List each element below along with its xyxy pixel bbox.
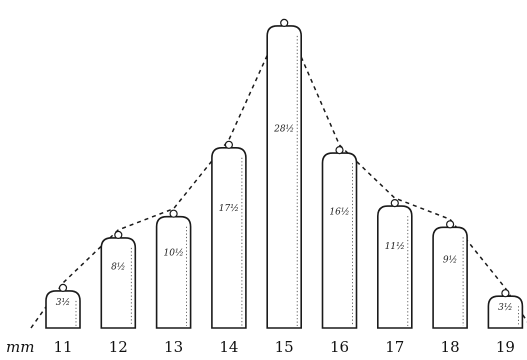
labels-layer: 3½ 8½ 10½ 17½ 28½ 16½ 11½ 9½ 3½: [56, 124, 513, 314]
x-tick-label: 18: [441, 338, 460, 356]
data-label: 28½: [273, 124, 294, 135]
bar: [432, 220, 468, 329]
data-label: 8½: [111, 261, 125, 272]
bar-cap: [114, 230, 123, 239]
bar-cap: [224, 140, 233, 149]
data-label: 3½: [498, 302, 512, 313]
bar: [266, 18, 302, 329]
bar-body: [321, 152, 358, 329]
bar-body: [266, 25, 302, 329]
bar-body: [100, 237, 137, 329]
x-tick-label: 12: [109, 338, 128, 356]
data-label: 11½: [385, 241, 405, 252]
bar: [45, 283, 81, 329]
bar: [377, 199, 413, 329]
bar-cap: [390, 199, 399, 208]
bar-cap: [280, 18, 289, 27]
bar-cap: [169, 209, 178, 218]
x-tick-label: 11: [53, 338, 72, 356]
bar: [487, 289, 524, 329]
bars-layer: [45, 18, 524, 329]
bar-body: [155, 215, 192, 329]
bar-body: [487, 295, 524, 329]
envelope-curve: [30, 16, 527, 329]
bar-cap: [501, 289, 510, 298]
bar-cap: [58, 283, 68, 292]
x-axis: mm 11 12 13 14 15 16 17 18 19: [6, 338, 515, 356]
data-label: 3½: [56, 297, 70, 308]
x-axis-unit-prefix: mm: [6, 338, 34, 356]
x-tick-label: 19: [496, 338, 515, 356]
bar: [100, 230, 137, 329]
envelope-layer: [30, 16, 527, 329]
data-label: 17½: [219, 203, 239, 214]
data-label: 9½: [443, 255, 457, 266]
x-tick-label: 16: [330, 338, 349, 356]
x-tick-label: 14: [219, 338, 238, 356]
bar-cap: [335, 146, 344, 155]
bar: [211, 140, 247, 329]
bar: [321, 146, 358, 329]
x-tick-label: 17: [385, 338, 404, 356]
bar: [155, 209, 192, 329]
data-label: 10½: [164, 248, 184, 259]
bar-body: [377, 205, 413, 329]
bar-body: [45, 290, 81, 329]
bar-body: [211, 147, 247, 329]
data-label: 16½: [329, 206, 349, 217]
x-tick-label: 13: [164, 338, 183, 356]
bar-body: [432, 226, 468, 329]
x-tick-label: 15: [275, 338, 294, 356]
bar-cap: [446, 220, 455, 229]
